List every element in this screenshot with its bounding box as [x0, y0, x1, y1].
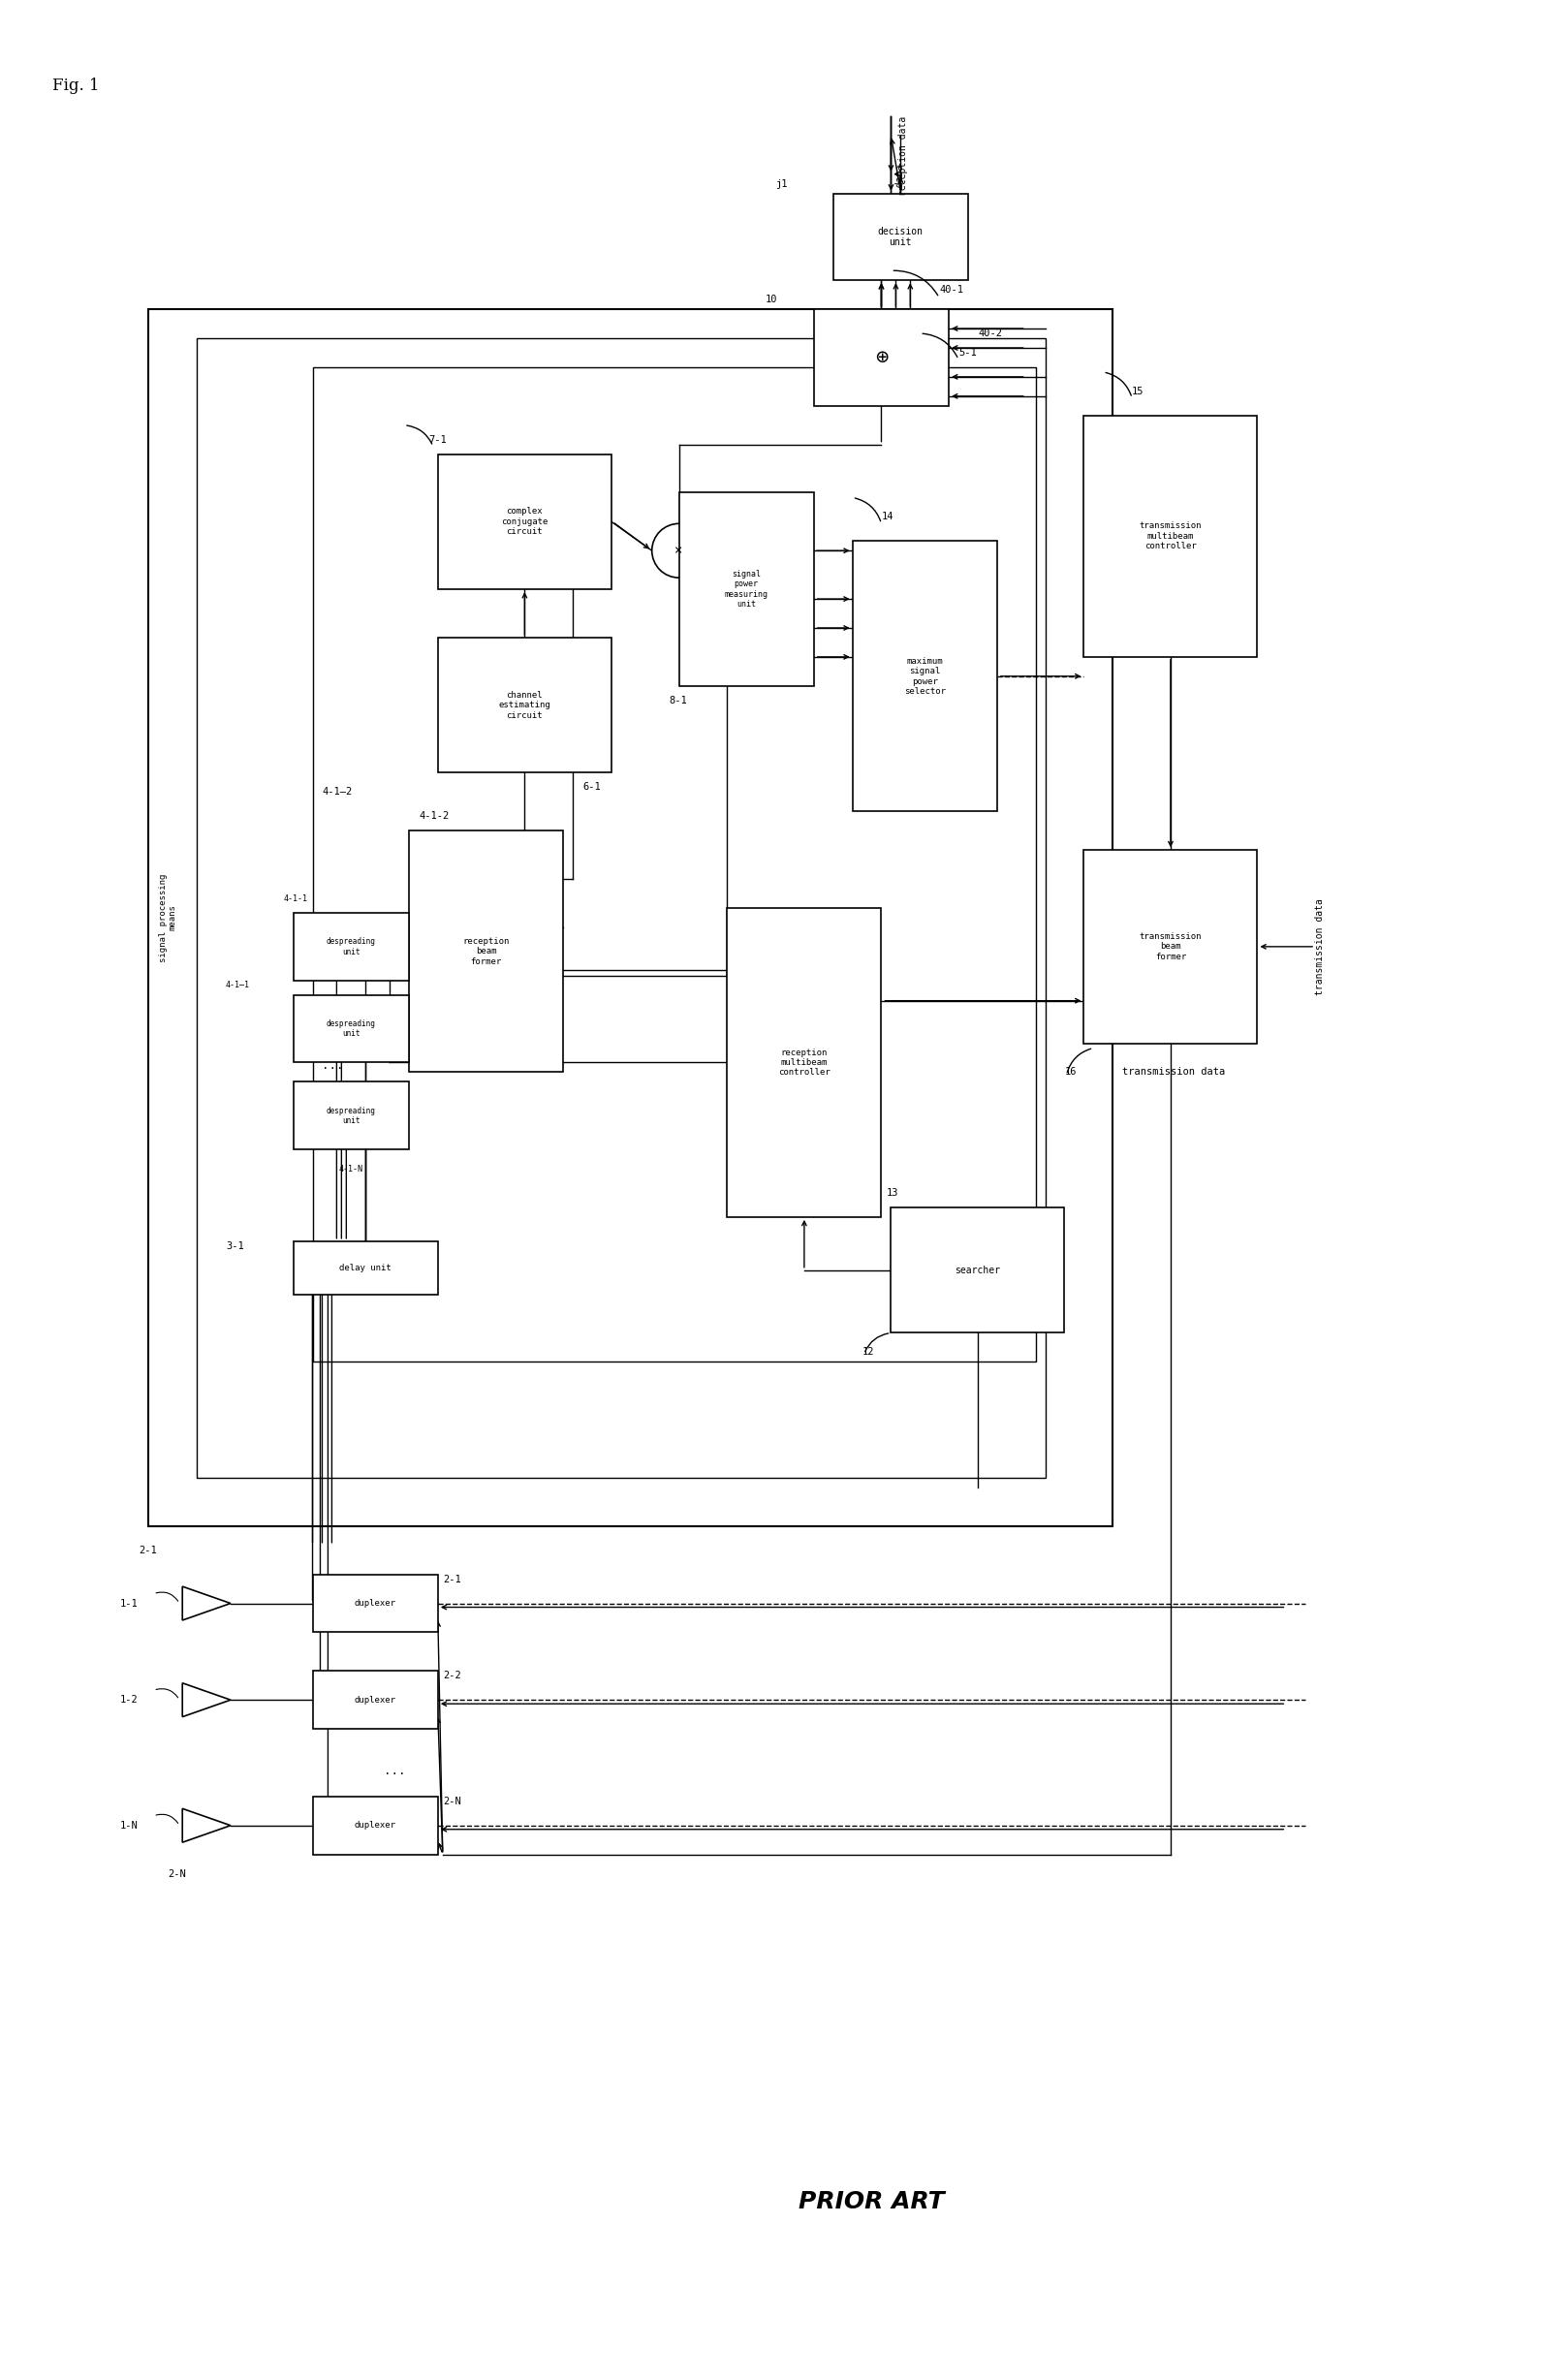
- Bar: [1084, 850, 1257, 1042]
- Text: 15: 15: [1131, 386, 1144, 395]
- Text: duplexer: duplexer: [354, 1599, 396, 1609]
- Text: 8-1: 8-1: [669, 695, 688, 704]
- Text: duplexer: duplexer: [354, 1821, 396, 1830]
- Circle shape: [652, 524, 705, 578]
- Text: duplexer: duplexer: [354, 1695, 396, 1704]
- Text: 12: 12: [862, 1347, 874, 1357]
- Bar: [293, 1242, 437, 1295]
- Bar: [312, 1797, 437, 1854]
- Bar: [293, 914, 409, 981]
- Bar: [437, 455, 611, 590]
- Text: despreading
unit: despreading unit: [326, 1019, 376, 1038]
- Polygon shape: [182, 1587, 230, 1621]
- Text: 4-1-1: 4-1-1: [284, 895, 307, 902]
- Bar: [409, 831, 563, 1071]
- Text: transmission data: transmission data: [1122, 1066, 1225, 1078]
- Text: signal processing
means: signal processing means: [158, 873, 177, 962]
- Text: ×: ×: [675, 545, 683, 557]
- Text: reception
multibeam
controller: reception multibeam controller: [779, 1047, 831, 1078]
- Text: 1-1: 1-1: [119, 1599, 138, 1609]
- Bar: [312, 1671, 437, 1728]
- Bar: [149, 309, 1113, 1526]
- Bar: [437, 638, 611, 774]
- Text: 2-1: 2-1: [443, 1573, 461, 1585]
- Bar: [727, 909, 881, 1216]
- Text: channel
estimating
circuit: channel estimating circuit: [498, 690, 550, 719]
- Text: Fig. 1: Fig. 1: [52, 79, 99, 93]
- Text: PRIOR ART: PRIOR ART: [799, 2190, 945, 2213]
- Text: 2-N: 2-N: [168, 1868, 186, 1878]
- Text: transmission data: transmission data: [1315, 897, 1324, 995]
- Text: j1: j1: [776, 178, 788, 188]
- Polygon shape: [182, 1809, 230, 1842]
- Text: delay unit: delay unit: [340, 1264, 392, 1271]
- Polygon shape: [182, 1683, 230, 1716]
- Bar: [293, 1083, 409, 1150]
- Text: 4-1—1: 4-1—1: [226, 981, 251, 990]
- Bar: [197, 338, 1045, 1478]
- Text: complex
conjugate
circuit: complex conjugate circuit: [501, 507, 548, 536]
- Bar: [852, 540, 997, 812]
- Text: reception data: reception data: [896, 164, 906, 245]
- Bar: [834, 193, 968, 281]
- Bar: [312, 1576, 437, 1633]
- Text: despreading
unit: despreading unit: [326, 938, 376, 957]
- Text: 6-1: 6-1: [583, 783, 600, 793]
- Bar: [312, 367, 1036, 1361]
- Text: signal
power
measuring
unit: signal power measuring unit: [724, 569, 768, 609]
- Text: ...: ...: [323, 1059, 345, 1071]
- Text: 40-1: 40-1: [939, 286, 964, 295]
- Text: transmission
beam
former: transmission beam former: [1139, 933, 1202, 962]
- Text: 40-2: 40-2: [978, 328, 1001, 338]
- Text: 4-1-N: 4-1-N: [338, 1164, 364, 1173]
- Text: 4-1—2: 4-1—2: [323, 788, 353, 797]
- Bar: [679, 493, 813, 685]
- Text: transmission
multibeam
controller: transmission multibeam controller: [1139, 521, 1202, 550]
- Text: 5-1: 5-1: [959, 347, 976, 357]
- Text: despreading
unit: despreading unit: [326, 1107, 376, 1126]
- Text: 4-1-2: 4-1-2: [418, 812, 448, 821]
- Text: maximum
signal
power
selector: maximum signal power selector: [904, 657, 945, 695]
- Bar: [1084, 416, 1257, 657]
- Text: ...: ...: [384, 1764, 406, 1778]
- Bar: [892, 1207, 1064, 1333]
- Text: 3-1: 3-1: [226, 1240, 244, 1252]
- Text: 2-1: 2-1: [139, 1545, 157, 1554]
- Bar: [813, 309, 950, 407]
- Bar: [293, 995, 409, 1061]
- Text: 16: 16: [1064, 1066, 1077, 1078]
- Text: 2-2: 2-2: [443, 1671, 461, 1680]
- Text: 9-1: 9-1: [708, 512, 726, 521]
- Text: 1-N: 1-N: [119, 1821, 138, 1830]
- Text: reception
beam
former: reception beam former: [462, 938, 509, 966]
- Text: searcher: searcher: [954, 1266, 1001, 1276]
- Text: reception data: reception data: [899, 117, 909, 195]
- Text: decision
unit: decision unit: [878, 226, 923, 248]
- Text: 13: 13: [887, 1188, 898, 1197]
- Text: 7-1: 7-1: [428, 436, 447, 445]
- Text: 1-2: 1-2: [119, 1695, 138, 1704]
- Text: 14: 14: [881, 512, 893, 521]
- Text: ⊕: ⊕: [874, 347, 888, 367]
- Text: 2-N: 2-N: [443, 1797, 461, 1806]
- Text: 10: 10: [766, 295, 777, 305]
